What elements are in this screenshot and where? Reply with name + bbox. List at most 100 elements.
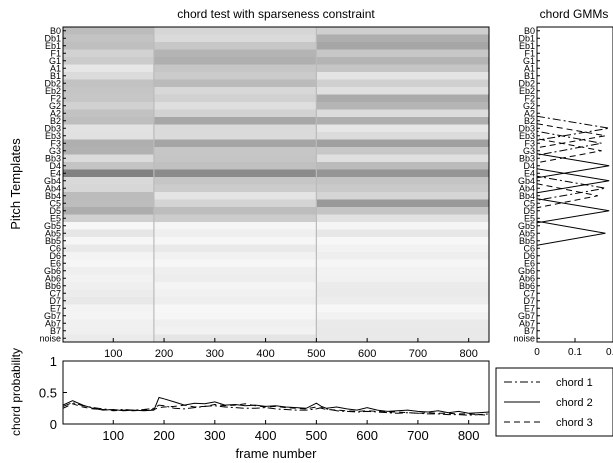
heatmap-y-tick-label: B7: [50, 326, 61, 336]
heatmap-cell: [63, 199, 154, 208]
gmm-y-tick-label: D5: [523, 206, 535, 216]
probability-y-tick-label: 0: [50, 417, 57, 432]
gmm-title: chord GMMs: [540, 7, 609, 21]
heatmap-cell: [316, 64, 489, 73]
heatmap-y-tick-label: Eb1: [45, 41, 61, 51]
heatmap-cell: [153, 274, 317, 283]
probability-x-tick-label: 300: [204, 428, 226, 443]
heatmap-cell: [63, 289, 154, 298]
heatmap-cell: [63, 237, 154, 245]
heatmap-y-tick-label: Ab7: [45, 318, 61, 328]
heatmap-cell: [153, 184, 317, 193]
heatmap-cell: [316, 27, 489, 35]
gmm-y-tick-label: B2: [524, 116, 535, 126]
heatmap-y-tick-label: Bb5: [45, 236, 61, 246]
heatmap-cell: [316, 214, 489, 223]
heatmap-y-tick-label: Gb4: [44, 176, 61, 186]
heatmap-x-ticks: 100 200 300 400 500 600 700 800: [104, 338, 478, 360]
heatmap-y-tick-label: D4: [49, 161, 61, 171]
gmm-y-ticks: B0Db1Eb1F1G1A1B1Db2Eb2F2G2A2B2Db3Eb3F3G3…: [513, 26, 540, 343]
heatmap-x-tick-label: 500: [307, 348, 325, 360]
heatmap-cell: [153, 297, 317, 305]
heatmap-cell: [153, 319, 317, 328]
heatmap-cell: [153, 87, 317, 95]
gmm-y-tick-label: E6: [524, 258, 535, 268]
heatmap-cell: [316, 102, 489, 110]
gmm-y-tick-label: B0: [524, 26, 535, 36]
legend-label-chord-2: chord 2: [556, 397, 593, 409]
heatmap-cell: [63, 154, 154, 163]
gmm-y-tick-label: Eb3: [519, 131, 535, 141]
heatmap-y-tick-label: E4: [50, 168, 61, 178]
heatmap-y-tick-label: Bb3: [45, 153, 61, 163]
heatmap-cell: [153, 102, 317, 110]
heatmap-cell: [153, 49, 317, 58]
heatmap-cell: [153, 169, 317, 178]
heatmap-cell: [63, 282, 154, 290]
gmm-y-tick-label: C5: [523, 198, 535, 208]
heatmap-cell: [153, 192, 317, 200]
gmm-y-tick-label: E5: [524, 213, 535, 223]
heatmap-cell: [316, 334, 489, 342]
heatmap-cell: [63, 259, 154, 268]
gmm-y-tick-label: C6: [523, 243, 535, 253]
heatmap-cell: [63, 124, 154, 133]
heatmap-cell: [153, 147, 317, 155]
heatmap-cell: [316, 154, 489, 163]
heatmap-y-tick-label: E7: [50, 303, 61, 313]
heatmap-cell: [316, 244, 489, 253]
gmm-x-tick-label: 0.1: [568, 347, 582, 358]
heatmap-cell: [153, 177, 317, 185]
heatmap-x-tick-label: 300: [206, 348, 224, 360]
gmm-panel: chord GMMs B0Db1Eb1F1G1A1B1Db2Eb2F2G2A2B…: [513, 7, 613, 358]
heatmap-cell: [63, 162, 154, 170]
gmm-x-ticks: 0 0.1 0.2: [534, 338, 613, 358]
heatmap-cell: [153, 229, 317, 238]
heatmap-x-tick-label: 100: [104, 348, 122, 360]
heatmap-cell: [153, 57, 317, 65]
heatmap-x-tick-label: 800: [460, 348, 478, 360]
heatmap-cell: [153, 27, 317, 35]
heatmap-cell: [316, 267, 489, 275]
heatmap-cell: [63, 207, 154, 215]
gmm-y-tick-label: Db1: [518, 33, 535, 43]
heatmap-y-tick-label: F1: [50, 48, 61, 58]
heatmap-cell: [63, 139, 154, 148]
heatmap-cell: [153, 139, 317, 148]
heatmap-y-tick-label: B2: [50, 116, 61, 126]
heatmap-cell: [63, 109, 154, 118]
heatmap-cell: [153, 199, 317, 208]
heatmap-y-tick-label: Eb3: [45, 131, 61, 141]
heatmap-y-ticks: B0Db1Eb1F1G1A1B1Db2Eb2F2G2A2B2Db3Eb3F3G3…: [39, 26, 66, 343]
heatmap-cell: [63, 312, 154, 320]
heatmap-cell: [153, 109, 317, 118]
legend-label-chord-1: chord 1: [556, 377, 593, 389]
heatmap-cell: [63, 117, 154, 125]
heatmap-cell: [316, 199, 489, 208]
heatmap-cell: [63, 42, 154, 50]
heatmap-cell: [63, 319, 154, 328]
probability-xlabel: frame number: [236, 446, 318, 461]
heatmap-y-tick-label: C6: [49, 243, 61, 253]
heatmap-frame: [62, 26, 490, 343]
heatmap-cell: [316, 117, 489, 125]
gmm-series-line: [537, 123, 606, 209]
gmm-x-tick-label: 0.2: [606, 347, 613, 358]
heatmap-cell: [153, 124, 317, 133]
heatmap-cell: [153, 304, 317, 313]
heatmap-cell: [63, 229, 154, 238]
probability-ylabel: chord probability: [9, 348, 23, 436]
heatmap-cell: [153, 312, 317, 320]
probability-x-tick-label: 200: [153, 428, 175, 443]
heatmap-y-tick-label: Db2: [44, 78, 61, 88]
heatmap-cell: [153, 237, 317, 245]
gmm-y-tick-label: Gb6: [518, 266, 535, 276]
heatmap-cell: [153, 244, 317, 253]
heatmap-cell: [63, 297, 154, 305]
heatmap-x-tick-label: 200: [155, 348, 173, 360]
gmm-y-tick-label: D4: [523, 161, 535, 171]
probability-x-tick-label: 800: [458, 428, 480, 443]
heatmap-cell: [316, 222, 489, 230]
heatmap-cell: [63, 334, 154, 342]
